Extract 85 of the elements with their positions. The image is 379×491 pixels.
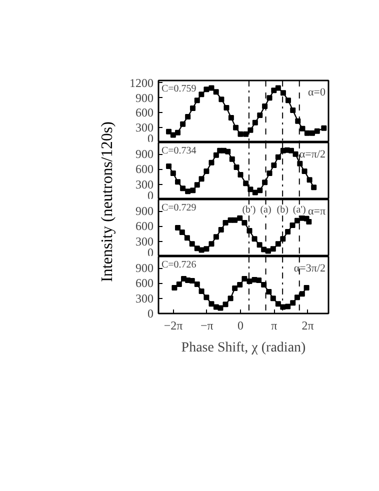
point [194, 98, 200, 104]
point [204, 294, 210, 300]
y-tick-label: 900 [136, 147, 154, 162]
annotation: α=3π/2 [294, 262, 326, 274]
x-tick-label: −2π [164, 318, 183, 332]
point [170, 132, 176, 138]
y-tick-label: 600 [136, 106, 154, 120]
y-tick-label: 600 [136, 219, 154, 234]
point [218, 96, 224, 102]
annotation: C=0.726 [162, 260, 196, 270]
y-tick-label: 300 [136, 120, 154, 135]
ref-line-label: (a') [292, 204, 306, 216]
point [286, 98, 291, 104]
annotation: α=π/2 [299, 148, 326, 160]
point [275, 85, 281, 91]
y-tick-label: 600 [136, 162, 154, 176]
point [232, 286, 238, 292]
x-tick-label: 2π [302, 318, 314, 332]
point [190, 106, 196, 112]
point [238, 131, 244, 137]
point [198, 92, 204, 98]
point [198, 288, 204, 294]
point [271, 88, 277, 94]
point [242, 276, 248, 282]
x-tick-label: 0 [238, 318, 244, 332]
point [194, 281, 200, 287]
point [228, 114, 234, 120]
point [233, 124, 239, 130]
point [275, 301, 281, 307]
point [166, 128, 172, 134]
point [304, 130, 310, 136]
point [266, 289, 272, 295]
y-tick-label: 300 [136, 177, 154, 192]
y-tick-label: 0 [148, 306, 154, 320]
point [300, 126, 306, 132]
point [243, 131, 249, 137]
annotation: C=0.734 [162, 146, 196, 156]
y-tick-label: 600 [136, 276, 154, 290]
point [222, 302, 228, 308]
y-tick-label: 1200 [130, 76, 154, 90]
point [252, 120, 258, 126]
point [285, 304, 291, 310]
ref-line-label: (b) [276, 204, 288, 216]
y-tick-label: 300 [136, 291, 154, 306]
y-tick-label: 900 [136, 261, 154, 276]
point [237, 282, 243, 288]
y-axis-title: Intensity (neutrons/120s) [98, 120, 117, 284]
point [208, 301, 214, 307]
y-tick-label: 900 [136, 204, 154, 218]
point [228, 296, 234, 302]
point [218, 305, 224, 311]
point [208, 85, 214, 91]
x-tick-label: π [271, 318, 278, 332]
x-axis-title: Phase Shift, χ (radian) [181, 340, 306, 356]
annotation: α=π [308, 206, 326, 218]
point [299, 291, 305, 297]
point [224, 105, 230, 111]
point [314, 128, 320, 134]
point [204, 86, 210, 92]
point [270, 296, 276, 302]
point [266, 95, 272, 101]
point [213, 89, 219, 95]
annotation: C=0.729 [162, 202, 196, 214]
point [176, 281, 182, 287]
point [309, 130, 315, 136]
point [280, 90, 286, 96]
ref-line-label: (b') [242, 204, 256, 216]
point [304, 285, 310, 291]
ref-line-label: (a) [260, 204, 272, 216]
point [290, 108, 296, 114]
y-tick-label: 300 [136, 234, 154, 248]
point [185, 114, 191, 120]
y-tick-label: 900 [136, 90, 154, 105]
point [175, 130, 181, 136]
point [256, 277, 262, 283]
annotation: α=0 [308, 86, 326, 98]
point [321, 125, 327, 131]
point [180, 121, 186, 127]
point [257, 112, 263, 118]
x-tick-label: −π [200, 318, 214, 332]
point [189, 278, 195, 284]
point [246, 278, 252, 284]
annotation: C=0.759 [162, 84, 196, 94]
point [290, 300, 296, 306]
point [172, 285, 178, 291]
